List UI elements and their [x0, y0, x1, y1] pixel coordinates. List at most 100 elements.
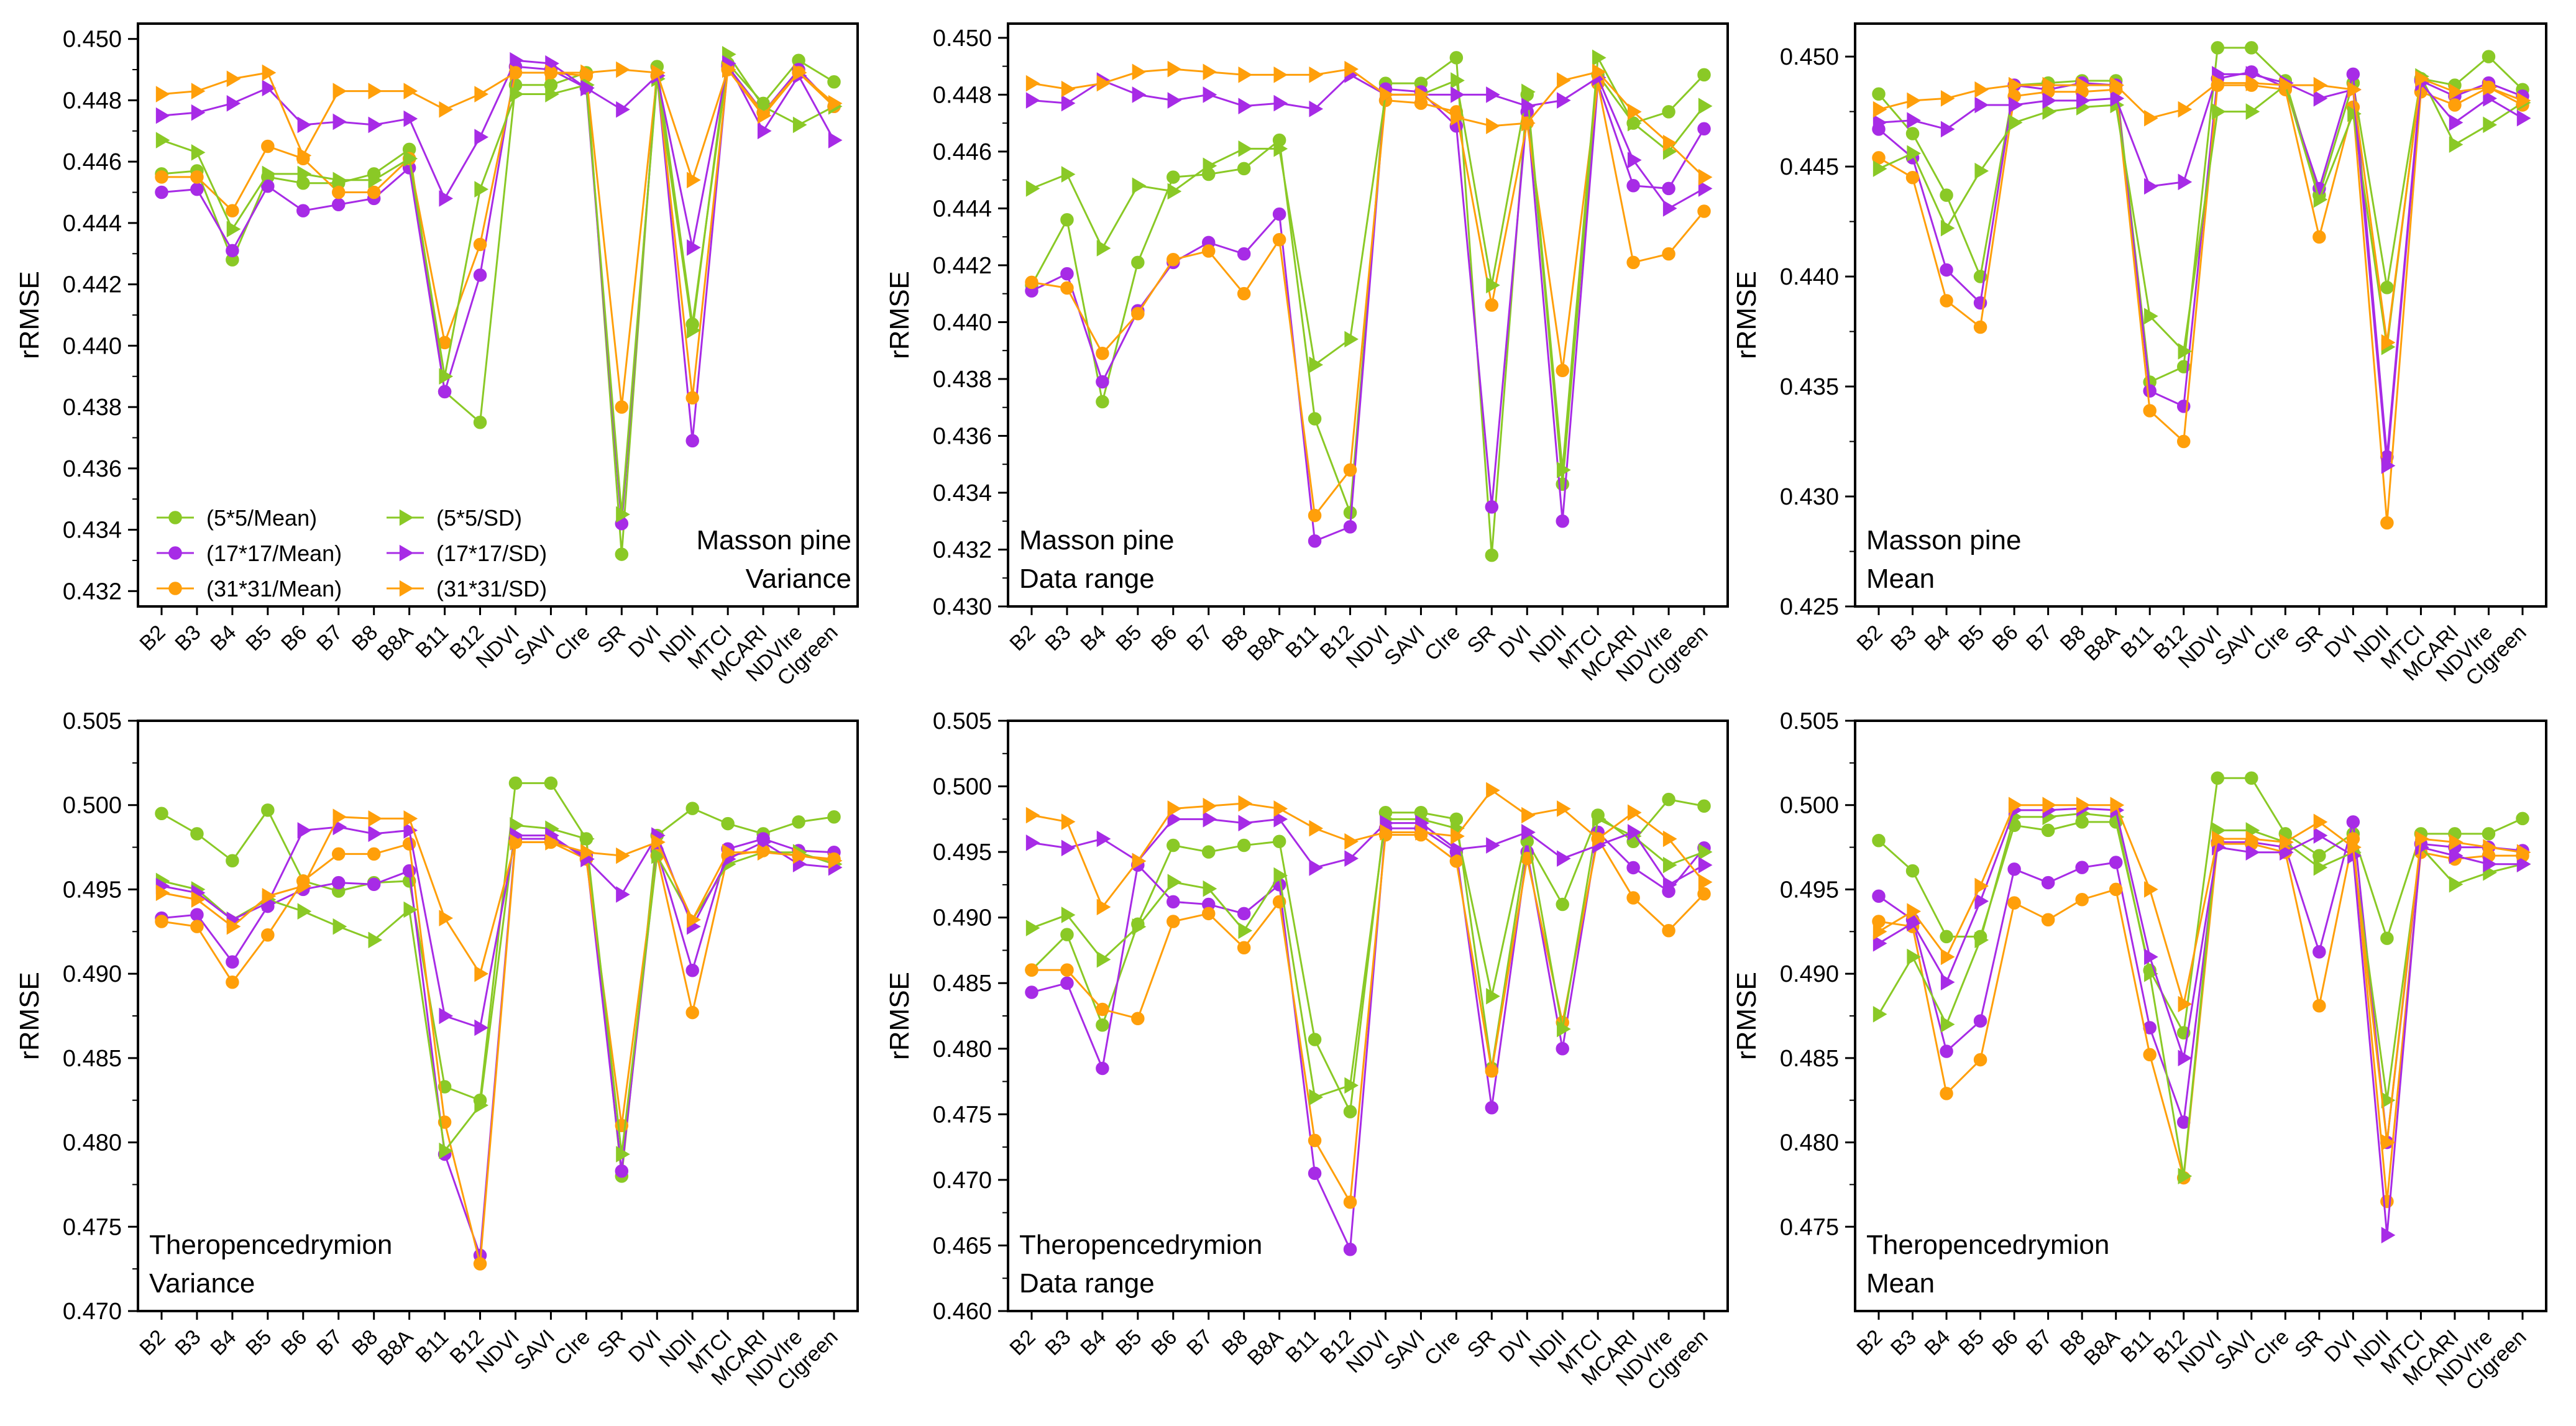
- data-point: [544, 776, 558, 790]
- data-point: [1907, 948, 1922, 966]
- data-point: [1025, 985, 1038, 999]
- data-point: [1273, 811, 1288, 828]
- data-point: [1974, 877, 1989, 895]
- data-point: [226, 95, 241, 112]
- y-axis-label: rRMSE: [14, 972, 45, 1060]
- y-tick-label: 0.440: [63, 333, 122, 359]
- data-point: [1940, 1044, 1953, 1058]
- series-(31*31/SD): [1025, 60, 1713, 186]
- data-point: [1167, 253, 1180, 267]
- legend-item: (5*5/Mean): [157, 505, 317, 531]
- panel-top-middle: 0.430 0.432 0.434 0.436 0.438 0.440 0.442 0.444…: [884, 22, 1729, 690]
- x-tick-label: B4: [206, 621, 241, 656]
- x-tick-label: B5: [241, 621, 276, 656]
- data-point: [1521, 114, 1536, 132]
- series-line: [1032, 834, 1705, 1205]
- data-point: [439, 101, 454, 118]
- data-point: [580, 64, 595, 81]
- data-point: [1451, 86, 1465, 103]
- series-(17*17/SD): [155, 52, 843, 256]
- data-point: [1025, 92, 1040, 109]
- x-tick-label: B4: [1920, 1325, 1955, 1360]
- series-line: [1878, 84, 2523, 523]
- series-(31*31/Mean): [1872, 78, 2529, 530]
- data-point: [1698, 856, 1713, 874]
- legend-label: (17*17/Mean): [206, 541, 342, 566]
- x-tick-label: B7: [312, 621, 347, 656]
- data-point: [1237, 941, 1251, 954]
- x-tick-label: B4: [1076, 1325, 1111, 1360]
- x-tick-label: CIre: [550, 1325, 595, 1370]
- data-point: [1308, 534, 1322, 548]
- data-point: [2143, 1048, 2157, 1062]
- panel-annotation: Masson pine: [1019, 525, 1174, 555]
- data-point: [792, 847, 807, 864]
- y-tick-label: 0.438: [63, 395, 122, 421]
- x-tick-label: B3: [1040, 621, 1075, 656]
- x-tick-label: B3: [1886, 1325, 1921, 1360]
- data-point: [1273, 867, 1288, 884]
- data-point: [2449, 834, 2464, 851]
- data-point: [580, 80, 595, 96]
- series-(5*5/SD): [155, 46, 843, 523]
- data-point: [792, 64, 807, 81]
- x-tick-label: B11: [2116, 1325, 2158, 1368]
- data-point: [1025, 920, 1040, 936]
- data-point: [1485, 1101, 1499, 1115]
- data-point: [297, 822, 312, 839]
- data-point: [331, 198, 346, 212]
- data-point: [1061, 166, 1076, 183]
- data-point: [1344, 60, 1359, 78]
- data-point: [1521, 98, 1536, 115]
- data-point: [2008, 76, 2023, 94]
- data-point: [1905, 864, 1920, 878]
- data-point: [1662, 856, 1677, 874]
- data-point: [297, 165, 312, 183]
- y-tick-label: 0.440: [933, 309, 992, 336]
- data-point: [687, 171, 701, 189]
- data-point: [1308, 508, 1322, 523]
- x-tick-label: B3: [170, 1325, 205, 1360]
- data-point: [1273, 94, 1288, 112]
- data-point: [1025, 275, 1038, 290]
- data-point: [1940, 121, 1955, 138]
- y-tick-label: 0.436: [63, 456, 122, 482]
- x-tick-label: B6: [1987, 621, 2022, 656]
- panel-annotation: Theropencedrymion: [1866, 1230, 2109, 1260]
- series-(31*31/SD): [155, 808, 843, 982]
- data-point: [226, 955, 239, 969]
- series-line: [161, 816, 835, 976]
- data-point: [757, 834, 772, 851]
- data-point: [827, 810, 841, 824]
- data-point: [616, 506, 630, 523]
- data-point: [2482, 50, 2496, 63]
- data-point: [580, 830, 595, 848]
- data-point: [580, 844, 595, 861]
- data-point: [1557, 92, 1571, 109]
- data-point: [261, 179, 275, 193]
- x-tick-label: SR: [1463, 1325, 1500, 1363]
- series-(31*31/SD): [155, 61, 843, 189]
- y-tick-label: 0.460: [933, 1299, 992, 1325]
- data-point: [1025, 834, 1040, 851]
- data-point: [510, 816, 524, 834]
- y-tick-label: 0.450: [1780, 44, 1839, 70]
- data-point: [1096, 375, 1109, 389]
- data-point: [262, 887, 277, 905]
- data-point: [2178, 101, 2193, 118]
- data-point: [332, 171, 347, 189]
- data-point: [1096, 951, 1111, 968]
- data-point: [1343, 1105, 1357, 1118]
- y-tick-label: 0.444: [933, 196, 992, 222]
- data-point: [2381, 334, 2396, 351]
- data-point: [1698, 843, 1713, 861]
- data-point: [1203, 157, 1217, 175]
- data-point: [2178, 1168, 2193, 1185]
- x-tick-label: B7: [1182, 1325, 1217, 1360]
- data-point: [1203, 880, 1217, 897]
- x-tick-label: SAVI: [510, 621, 559, 670]
- x-tick-label: B2: [1852, 621, 1887, 656]
- x-tick-label: B11: [411, 621, 453, 663]
- data-point: [2516, 109, 2531, 127]
- data-point: [2211, 771, 2225, 785]
